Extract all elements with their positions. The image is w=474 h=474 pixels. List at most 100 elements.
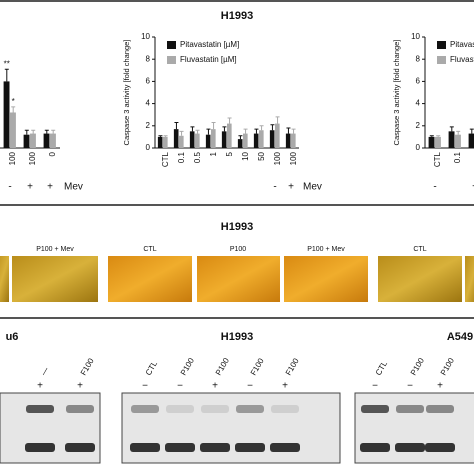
bar <box>157 136 163 148</box>
micrograph <box>378 256 462 302</box>
error-bar <box>174 121 179 130</box>
lane-sign: + <box>37 381 43 392</box>
x-tick-label: CTL <box>161 151 170 167</box>
bar <box>275 123 280 148</box>
x-tick-label: 0.1 <box>177 151 186 163</box>
bar <box>448 131 455 148</box>
blot <box>121 392 341 464</box>
error-bar <box>222 126 227 132</box>
lane-sign: + <box>212 381 218 392</box>
lane-label: CTL <box>144 359 160 377</box>
legend-swatch <box>167 41 176 49</box>
x-tick-label: CTL <box>433 151 442 167</box>
x-tick-label: 0.1 <box>453 151 462 163</box>
y-tick-label: 6 <box>146 77 151 86</box>
micrograph-label: CTL <box>413 246 426 253</box>
x-tick-label: 100 <box>289 151 298 165</box>
error-bar <box>158 135 163 137</box>
error-bar <box>4 68 9 82</box>
lane-sign: + <box>437 381 443 392</box>
bar <box>3 81 10 148</box>
band <box>26 405 54 413</box>
x-tick-label: 100 <box>28 151 37 165</box>
x-tick-label: 5 <box>225 151 234 156</box>
bar <box>455 134 461 148</box>
bar <box>205 134 211 148</box>
band <box>236 405 264 413</box>
error-bar <box>291 128 296 134</box>
bar <box>189 131 195 148</box>
error-bar <box>238 135 243 140</box>
bar <box>435 136 441 148</box>
y-tick-label: 4 <box>146 99 151 108</box>
error-bar <box>163 135 168 137</box>
lane-label: P100 <box>439 356 456 377</box>
y-tick-label: 10 <box>411 32 420 41</box>
lane-label: F100 <box>284 356 301 377</box>
error-bar <box>31 129 36 134</box>
band <box>131 405 159 413</box>
legend-label: Fluvastatin [µM] <box>450 55 474 64</box>
mev-sign: + <box>472 182 474 193</box>
micrograph <box>465 256 474 302</box>
error-bar <box>270 124 275 131</box>
mev-sign: + <box>27 182 33 193</box>
mev-label: Mev <box>64 182 83 193</box>
bar <box>269 130 275 148</box>
band <box>426 405 454 413</box>
mev-sign: + <box>288 182 294 193</box>
micrograph <box>12 256 98 302</box>
band <box>25 443 55 452</box>
mev-sign: - <box>273 182 276 193</box>
band <box>200 443 230 452</box>
band <box>166 405 194 413</box>
bar <box>237 139 243 148</box>
bar <box>428 136 435 148</box>
bar <box>285 133 291 148</box>
micrograph <box>0 256 9 302</box>
band <box>360 443 390 452</box>
bar <box>179 135 184 148</box>
band <box>130 443 160 452</box>
micrograph-label: P100 + Mev <box>307 246 345 253</box>
band <box>235 443 265 452</box>
band <box>65 443 95 452</box>
mev-sign: - <box>8 182 11 193</box>
mev-label: Mev <box>303 182 322 193</box>
error-bar <box>190 126 195 132</box>
x-tick-label: 100 <box>8 151 17 165</box>
micrograph <box>284 256 368 302</box>
lane-sign: − <box>407 381 413 392</box>
lane-label: P100 <box>214 356 231 377</box>
blot <box>354 392 474 464</box>
x-tick-label: 50 <box>257 151 266 160</box>
band <box>395 443 425 452</box>
bar <box>30 133 36 148</box>
legend-swatch <box>437 56 446 64</box>
error-bar <box>227 117 232 124</box>
error-bar <box>195 129 200 134</box>
bar <box>259 130 264 148</box>
lane-sign: + <box>77 381 83 392</box>
bar <box>468 133 474 148</box>
x-tick-label: 10 <box>241 151 250 160</box>
error-bar <box>44 129 49 134</box>
band <box>396 405 424 413</box>
bar <box>195 133 200 148</box>
y-tick-label: 6 <box>416 77 421 86</box>
lane-sign: − <box>177 381 183 392</box>
legend-label: Pitavastatin [µM] <box>180 40 239 49</box>
error-bar <box>456 130 461 135</box>
y-tick-label: 0 <box>146 143 151 152</box>
lane-label: F100 <box>249 356 266 377</box>
mev-sign: + <box>47 182 53 193</box>
legend-label: Fluvastatin [µM] <box>180 55 237 64</box>
y-tick-label: 0 <box>416 143 421 152</box>
lane-label: P100 <box>179 356 196 377</box>
lane-sign: + <box>282 381 288 392</box>
error-bar <box>429 135 434 137</box>
y-axis-label: Caspase 3 activity [fold change] <box>392 40 401 146</box>
bar <box>211 129 216 148</box>
error-bar <box>206 128 211 135</box>
bar <box>173 129 179 148</box>
